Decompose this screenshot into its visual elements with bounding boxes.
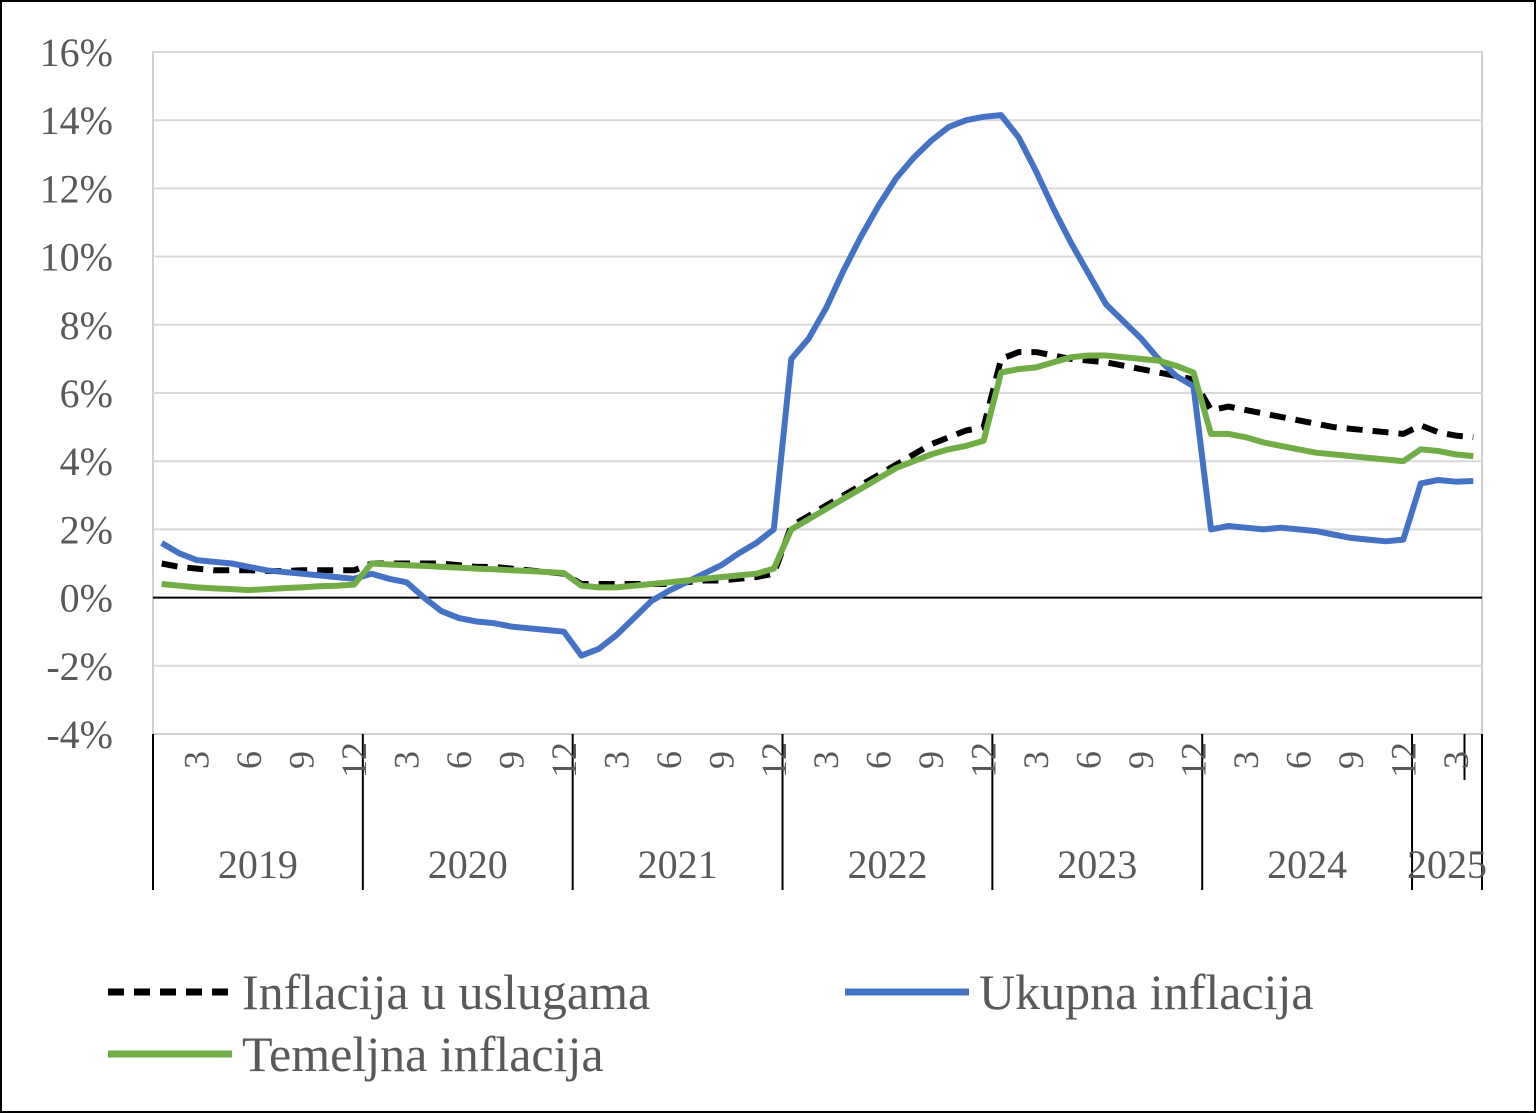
x-tick-label: 3 — [596, 751, 636, 769]
x-tick-label: 9 — [282, 751, 322, 769]
x-tick-label: 9 — [911, 751, 951, 769]
x-tick-label: 6 — [859, 751, 899, 769]
year-label: 2021 — [638, 842, 718, 887]
x-tick-label: 9 — [491, 751, 531, 769]
y-tick-label: -4% — [46, 712, 113, 757]
x-tick-label: 3 — [387, 751, 427, 769]
series-line-2 — [161, 352, 1474, 594]
year-label: 2023 — [1057, 842, 1137, 887]
y-tick-label: 16% — [40, 30, 113, 75]
series-line-1 — [160, 112, 1474, 659]
y-tick-label: 10% — [40, 235, 113, 280]
x-tick-label: 6 — [439, 751, 479, 769]
y-tick-label: 6% — [60, 371, 113, 416]
y-tick-label: -2% — [46, 644, 113, 689]
year-label: 2020 — [428, 842, 508, 887]
x-tick-label: 6 — [649, 751, 689, 769]
x-tick-label: 9 — [701, 751, 741, 769]
x-tick-label: 6 — [229, 751, 269, 769]
x-tick-label: 3 — [1436, 751, 1476, 769]
grid-lines — [153, 51, 1482, 667]
x-tick-label: 3 — [806, 751, 846, 769]
plot-area: -4%-2%0%2%4%6%8%10%12%14%16% 3 6 9 12 3 6 9 12 3… — [40, 30, 1487, 890]
legend-label-1: Ukupna inflacija — [979, 964, 1314, 1020]
series-lines — [160, 112, 1474, 659]
y-tick-label: 4% — [60, 439, 113, 484]
y-axis-tick-labels: -4% -2% 0% 2% 4% 6% 8% 10% 12% 14% 16% — [40, 30, 113, 757]
x-tick-label: 6 — [1278, 751, 1318, 769]
legend: Inflacija u uslugama Ukupna inflacija Teme… — [108, 964, 1314, 1082]
year-label: 2025 — [1407, 842, 1487, 887]
x-tick-label: 12 — [334, 742, 374, 778]
year-label: 2019 — [218, 842, 298, 887]
x-tick-label: 3 — [1226, 751, 1266, 769]
x-tick-label: 12 — [964, 742, 1004, 778]
x-tick-label: 3 — [177, 751, 217, 769]
x-tick-label: 9 — [1331, 751, 1371, 769]
y-tick-label: 0% — [60, 576, 113, 621]
x-tick-label: 12 — [1383, 742, 1423, 778]
x-tick-label: 3 — [1016, 751, 1056, 769]
y-tick-label: 2% — [60, 507, 113, 552]
y-tick-label: 8% — [60, 303, 113, 348]
y-tick-label: 12% — [40, 166, 113, 211]
legend-label-2: Temeljna inflacija — [242, 1026, 604, 1082]
x-tick-label: 12 — [1173, 742, 1213, 778]
y-tick-label: 14% — [40, 98, 113, 143]
x-tick-label: 6 — [1069, 751, 1109, 769]
x-tick-label: 12 — [754, 742, 794, 778]
x-tick-label: 12 — [544, 742, 584, 778]
legend-label-0: Inflacija u uslugama — [242, 964, 650, 1020]
year-label: 2024 — [1267, 842, 1347, 887]
x-tick-label: 9 — [1121, 751, 1161, 769]
year-label: 2022 — [847, 842, 927, 887]
